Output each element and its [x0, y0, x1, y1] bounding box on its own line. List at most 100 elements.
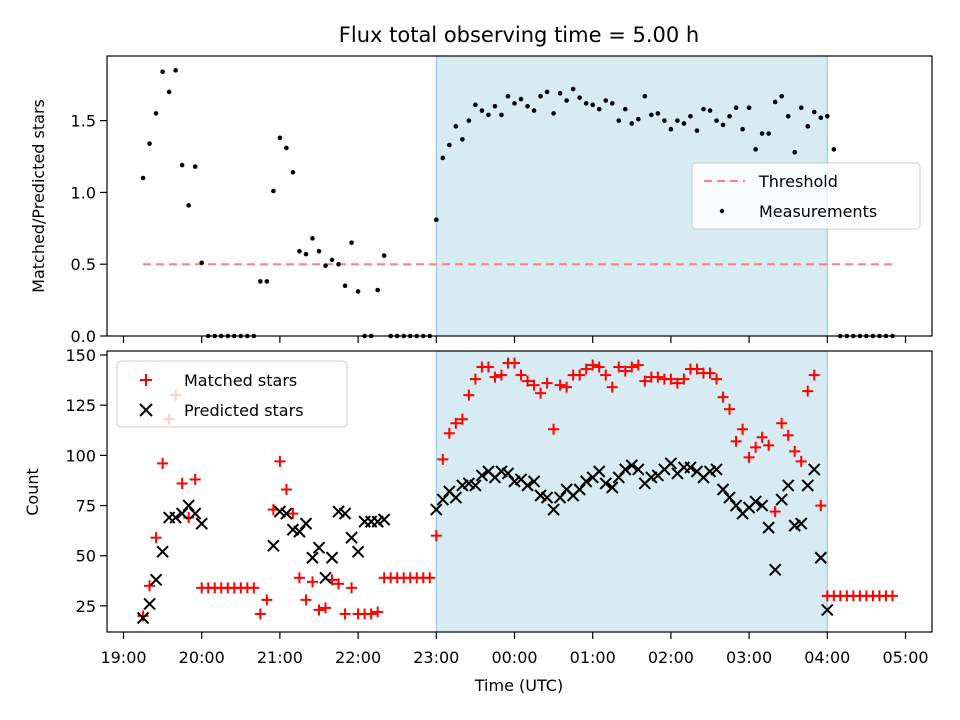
predicted-star-point	[521, 479, 534, 492]
matched-star-point	[339, 608, 351, 620]
measurement-point	[759, 131, 765, 136]
matched-star-point	[515, 369, 527, 381]
predicted-star-point	[781, 479, 795, 492]
matched-star-point	[522, 375, 534, 387]
matched-star-point	[320, 602, 332, 614]
measurement-point	[166, 89, 172, 95]
measurement-point	[434, 217, 439, 222]
measurement-point	[460, 136, 465, 142]
predicted-star-point	[573, 483, 586, 496]
matched-star-point	[346, 582, 358, 594]
measurement-point	[323, 263, 328, 268]
predicted-star-point	[169, 511, 182, 524]
matched-star-point	[437, 453, 449, 465]
predicted-star-point	[599, 477, 612, 490]
matched-star-point	[639, 375, 651, 387]
measurement-point	[525, 103, 530, 109]
measurement-point	[655, 111, 661, 116]
matched-star-point	[665, 373, 677, 385]
matched-star-point	[756, 431, 768, 443]
measurement-point	[831, 147, 837, 152]
measurement-point	[355, 289, 361, 294]
matched-star-point	[795, 455, 807, 467]
legend-measurements-label: Measurements	[759, 202, 877, 221]
measurement-point	[258, 279, 263, 284]
measurement-point	[577, 95, 582, 100]
matched-star-point	[424, 572, 436, 584]
measurement-point	[271, 188, 276, 194]
predicted-star-point	[136, 611, 150, 625]
matched-star-point	[495, 369, 507, 381]
matched-star-point	[287, 508, 299, 520]
matched-star-point	[704, 367, 716, 379]
matched-star-point	[548, 423, 560, 435]
measurement-point	[310, 236, 315, 241]
matched-star-point	[176, 477, 188, 489]
matched-star-point	[430, 530, 442, 542]
predicted-star-point	[768, 563, 782, 576]
top-ytick-label: 1.5	[71, 112, 96, 131]
measurement-point	[792, 149, 798, 155]
chart-title: Flux total observing time = 5.00 h	[339, 23, 699, 47]
measurement-point	[531, 108, 537, 113]
matched-star-point	[619, 365, 631, 377]
measurement-point	[570, 86, 576, 92]
predicted-star-point	[553, 491, 567, 504]
predicted-star-point	[299, 517, 313, 530]
matched-star-point	[157, 457, 169, 469]
matched-star-point	[678, 373, 690, 385]
matched-star-point	[489, 371, 501, 383]
matched-star-point	[293, 572, 305, 584]
predicted-star-point	[338, 507, 352, 520]
bottom-ytick-label: 50	[76, 547, 96, 566]
matched-star-point	[333, 578, 345, 590]
predicted-star-point	[195, 517, 208, 530]
matched-star-point	[632, 359, 644, 371]
measurement-point	[544, 89, 550, 95]
matched-star-point	[443, 427, 455, 439]
predicted-star-point	[319, 571, 332, 585]
matched-star-point	[691, 363, 703, 375]
xtick-label: 19:00	[100, 648, 146, 667]
measurement-point	[583, 101, 589, 106]
measurement-point	[622, 106, 628, 112]
predicted-star-point	[593, 465, 606, 478]
measurement-point	[486, 112, 491, 118]
measurement-point	[297, 248, 302, 254]
measurement-point	[596, 106, 602, 112]
matched-star-point	[561, 381, 573, 393]
matched-star-point	[802, 385, 814, 397]
predicted-star-point	[547, 503, 560, 516]
measurement-point	[342, 283, 348, 289]
matched-star-point	[482, 361, 494, 373]
x-axis-label: Time (UTC)	[474, 676, 563, 695]
measurement-point	[192, 164, 198, 169]
predicted-star-point	[182, 499, 195, 512]
xtick-label: 04:00	[804, 648, 850, 667]
measurement-point	[603, 98, 609, 103]
matched-star-point	[717, 391, 729, 403]
predicted-star-point	[579, 475, 593, 488]
measurement-point	[649, 112, 654, 118]
measurement-point	[798, 105, 804, 110]
matched-star-point	[769, 506, 781, 518]
predicted-star-point	[723, 491, 736, 504]
measurement-point	[179, 162, 185, 168]
measurement-point	[564, 98, 569, 103]
predicted-star-point	[762, 521, 775, 534]
matched-star-point	[711, 373, 723, 385]
matched-star-point	[137, 610, 149, 622]
matched-star-point	[456, 413, 468, 425]
matched-star-point	[763, 439, 775, 451]
bottom-ytick-label: 125	[65, 396, 96, 415]
matched-star-point	[815, 500, 827, 512]
matched-star-point	[306, 576, 318, 588]
matched-star-point	[606, 381, 618, 393]
measurement-point	[720, 122, 726, 128]
matched-star-point	[365, 608, 377, 620]
top-panel: 0.0 0.5 1.0 1.5 Matched/Predicted stars Thr…	[29, 55, 933, 346]
predicted-star-point	[188, 507, 202, 520]
predicted-star-point	[664, 457, 678, 470]
measurement-point	[518, 96, 524, 102]
